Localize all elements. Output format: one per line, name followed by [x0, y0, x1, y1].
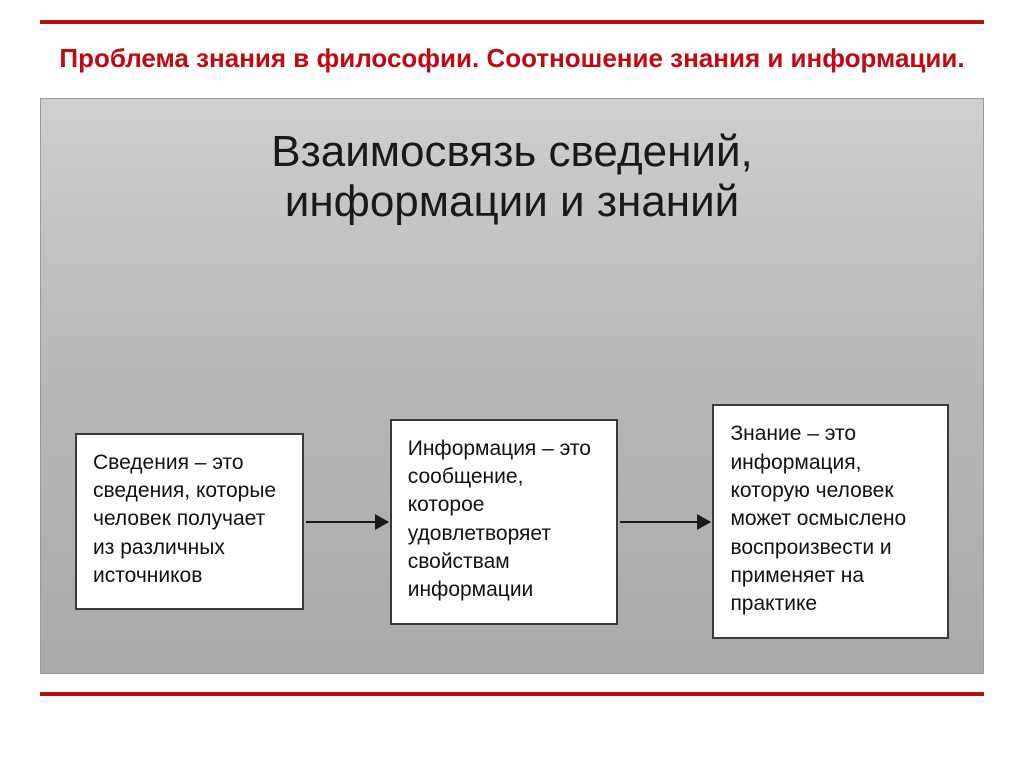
subtitle-line1: Взаимосвязь сведений, — [271, 127, 753, 176]
subtitle-line2: информации и знаний — [285, 177, 740, 226]
arrow-2 — [620, 521, 710, 523]
arrow-1 — [306, 521, 388, 523]
diagram-panel: Взаимосвязь сведений, информации и знани… — [40, 98, 984, 674]
bottom-rule — [40, 692, 984, 696]
card-informatsiya: Информация – это сообщение, которое удов… — [390, 419, 619, 625]
card-znanie: Знание – это информация, которую человек… — [712, 404, 949, 638]
diagram-subtitle: Взаимосвязь сведений, информации и знани… — [41, 127, 983, 228]
card-svedeniya: Сведения – это сведения, которые человек… — [75, 433, 304, 611]
flow-row: Сведения – это сведения, которые человек… — [41, 404, 983, 638]
page-title: Проблема знания в философии. Соотношение… — [40, 42, 984, 76]
top-rule — [40, 20, 984, 24]
